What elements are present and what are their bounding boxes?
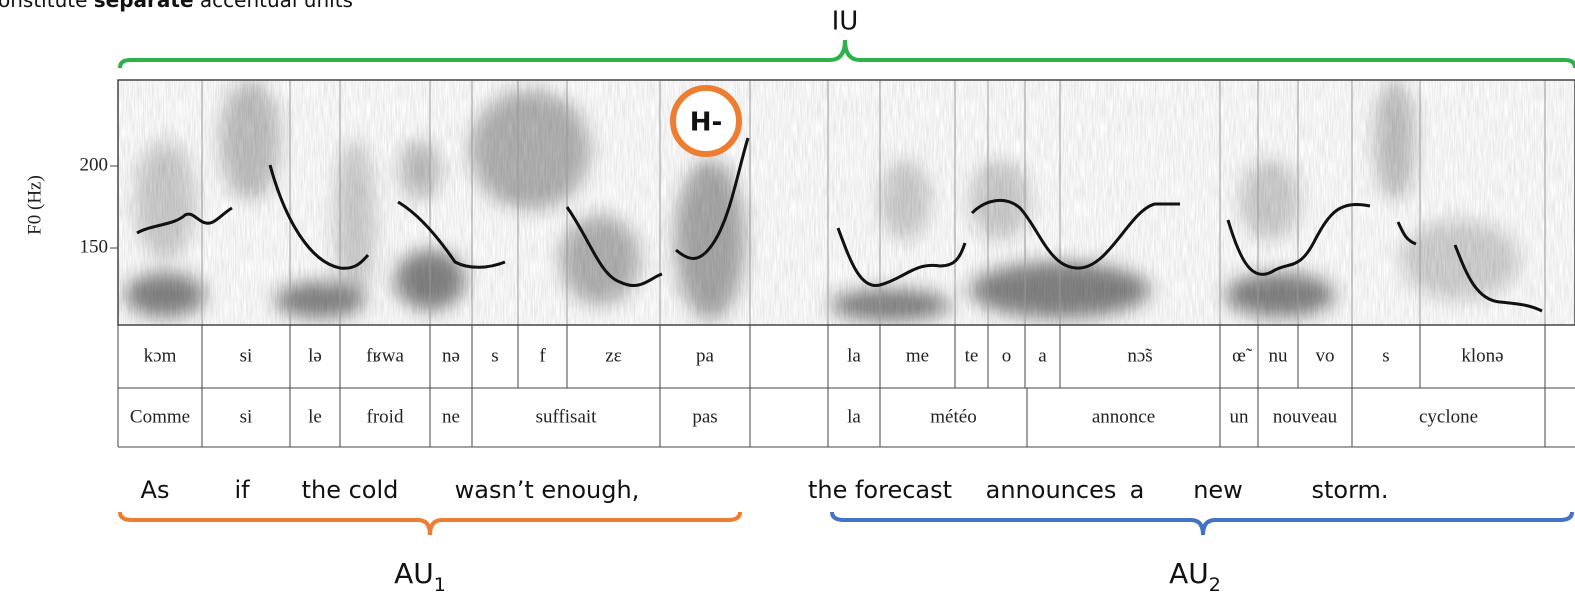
au1-brace bbox=[118, 511, 742, 536]
translation-word: new bbox=[1193, 476, 1243, 504]
ipa-label: nɔ̃s bbox=[1127, 345, 1152, 366]
translation-word: storm. bbox=[1311, 476, 1388, 504]
y-tick-label: 150 bbox=[80, 236, 109, 257]
ipa-label: zɛ bbox=[605, 345, 621, 366]
word-label: la bbox=[847, 406, 861, 427]
ipa-label: fʁwa bbox=[366, 345, 404, 366]
word-label: un bbox=[1230, 406, 1250, 427]
y-tick-label: 200 bbox=[80, 154, 109, 175]
word-label: cyclone bbox=[1419, 406, 1478, 427]
iu-label: IU bbox=[832, 7, 859, 37]
au2-label: AU2 bbox=[1169, 557, 1221, 595]
translation-word: announces bbox=[986, 476, 1117, 504]
ipa-label: o bbox=[1002, 345, 1012, 366]
word-label: pas bbox=[692, 406, 717, 427]
word-label: météo bbox=[930, 406, 976, 427]
ipa-label: la bbox=[847, 345, 861, 366]
translation-word: a bbox=[1130, 476, 1145, 504]
translation-word: wasn’t enough, bbox=[455, 476, 640, 504]
word-label: si bbox=[240, 406, 253, 427]
ipa-label: te bbox=[965, 345, 979, 366]
ipa-label: lə bbox=[308, 345, 322, 366]
ipa-label: œ̃ bbox=[1232, 345, 1253, 366]
ipa-label: vo bbox=[1316, 345, 1335, 366]
y-axis-label: F0 (Hz) bbox=[24, 175, 45, 235]
word-label: Comme bbox=[130, 406, 190, 427]
ipa-label: nə bbox=[442, 345, 460, 366]
caption: onstitute separate accentual units bbox=[0, 0, 353, 12]
plot-frame bbox=[117, 79, 1575, 326]
word-label: nouveau bbox=[1273, 406, 1338, 427]
spectrogram bbox=[118, 80, 1575, 325]
word-label: froid bbox=[367, 406, 404, 427]
ipa-label: a bbox=[1038, 345, 1047, 366]
ipa-label: s bbox=[491, 345, 498, 366]
ipa-label: kɔm bbox=[144, 345, 177, 366]
word-label: suffisait bbox=[536, 406, 598, 427]
ipa-label: si bbox=[240, 345, 253, 366]
ipa-label: me bbox=[906, 345, 929, 366]
ipa-label: s bbox=[1382, 345, 1389, 366]
ipa-label: nu bbox=[1269, 345, 1289, 366]
ipa-label: pa bbox=[696, 345, 715, 366]
translation-word: the forecast bbox=[808, 476, 952, 504]
translation-word: if bbox=[234, 476, 250, 504]
word-label: le bbox=[308, 406, 322, 427]
au2-brace bbox=[830, 511, 1574, 536]
f0-contour bbox=[136, 137, 1543, 313]
ipa-label: f bbox=[539, 345, 546, 366]
iu-brace bbox=[118, 39, 1575, 69]
tone-circle bbox=[670, 85, 742, 157]
translation-word: the cold bbox=[302, 476, 399, 504]
translation-word: As bbox=[141, 476, 170, 504]
word-label: ne bbox=[442, 406, 460, 427]
ipa-label: klonə bbox=[1461, 345, 1503, 366]
word-label: annonce bbox=[1092, 406, 1155, 427]
au1-label: AU1 bbox=[394, 557, 446, 595]
tone-label: H- bbox=[690, 108, 723, 138]
tiers: kɔm si lə fʁwa nə s f zɛ pa la me te o a nɔ̃s œ̃ nu vo s kl… bbox=[117, 325, 1575, 448]
